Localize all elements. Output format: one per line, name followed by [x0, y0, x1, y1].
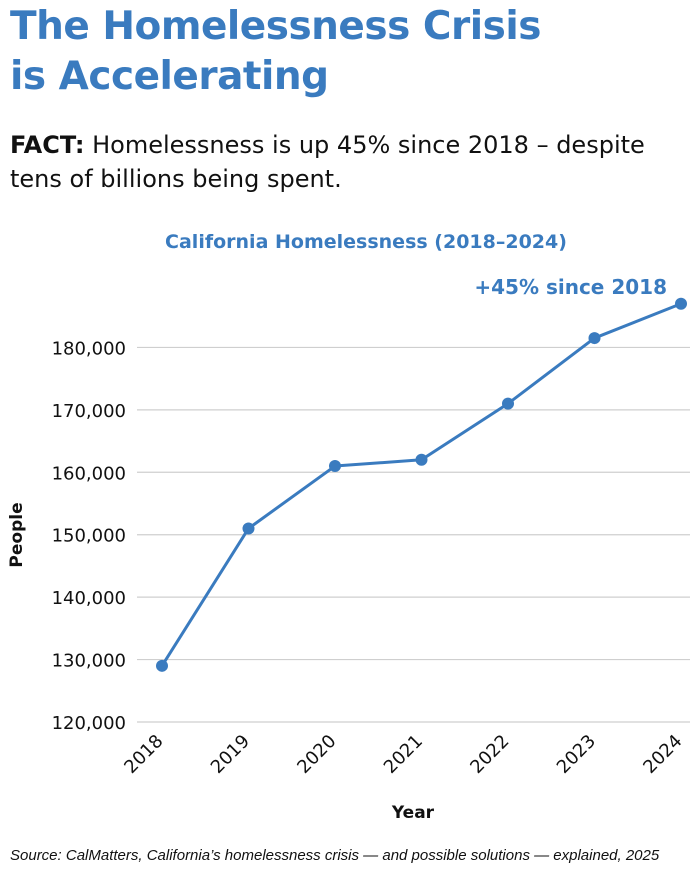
headline-line-1: The Homelessness Crisis — [10, 4, 541, 49]
y-tick-label: 180,000 — [52, 338, 126, 359]
y-tick-label: 170,000 — [52, 401, 126, 422]
x-tick-label: 2022 — [466, 731, 513, 778]
line-chart: California Homelessness (2018–2024) 120,… — [7, 231, 690, 823]
data-point — [242, 522, 255, 535]
y-tick-label: 160,000 — [52, 463, 126, 484]
x-tick-label: 2024 — [639, 731, 686, 778]
headline-line-2: is Accelerating — [10, 54, 329, 99]
x-tick-label: 2021 — [380, 731, 427, 778]
data-point — [415, 453, 428, 466]
chart-title: California Homelessness (2018–2024) — [165, 231, 567, 253]
y-tick-label: 140,000 — [52, 588, 126, 609]
fact-statement: FACT: Homelessness is up 45% since 2018 … — [10, 128, 690, 196]
y-axis-label: People — [7, 502, 27, 567]
data-point — [156, 659, 168, 672]
y-tick-label: 120,000 — [52, 713, 126, 734]
x-tick-label: 2023 — [553, 731, 600, 778]
series-line — [160, 302, 682, 667]
x-tick-labels: 2018 2019 2020 2021 2022 2023 2024 — [120, 731, 686, 778]
y-tick-label: 130,000 — [52, 651, 126, 672]
x-tick-label: 2019 — [207, 731, 254, 778]
x-tick-label: 2018 — [120, 731, 167, 778]
y-tick-labels: 120,000 130,000 140,000 150,000 160,000 170,0… — [52, 338, 126, 734]
data-point — [329, 460, 341, 473]
fact-text: Homelessness is up 45% since 2018 – desp… — [10, 131, 645, 193]
x-axis-label: Year — [391, 803, 435, 823]
data-point — [588, 332, 601, 345]
grid-lines — [137, 346, 690, 723]
growth-annotation: +45% since 2018 — [474, 275, 667, 299]
fact-label: FACT: — [10, 131, 85, 159]
headline: The Homelessness Crisis is Accelerating — [10, 2, 690, 102]
x-tick-label: 2020 — [293, 731, 340, 778]
y-tick-label: 150,000 — [52, 526, 126, 547]
data-point — [675, 297, 687, 310]
data-point — [502, 397, 514, 410]
series-homelessness — [156, 297, 687, 672]
source-note: Source: CalMatters, California’s homeles… — [10, 847, 660, 864]
